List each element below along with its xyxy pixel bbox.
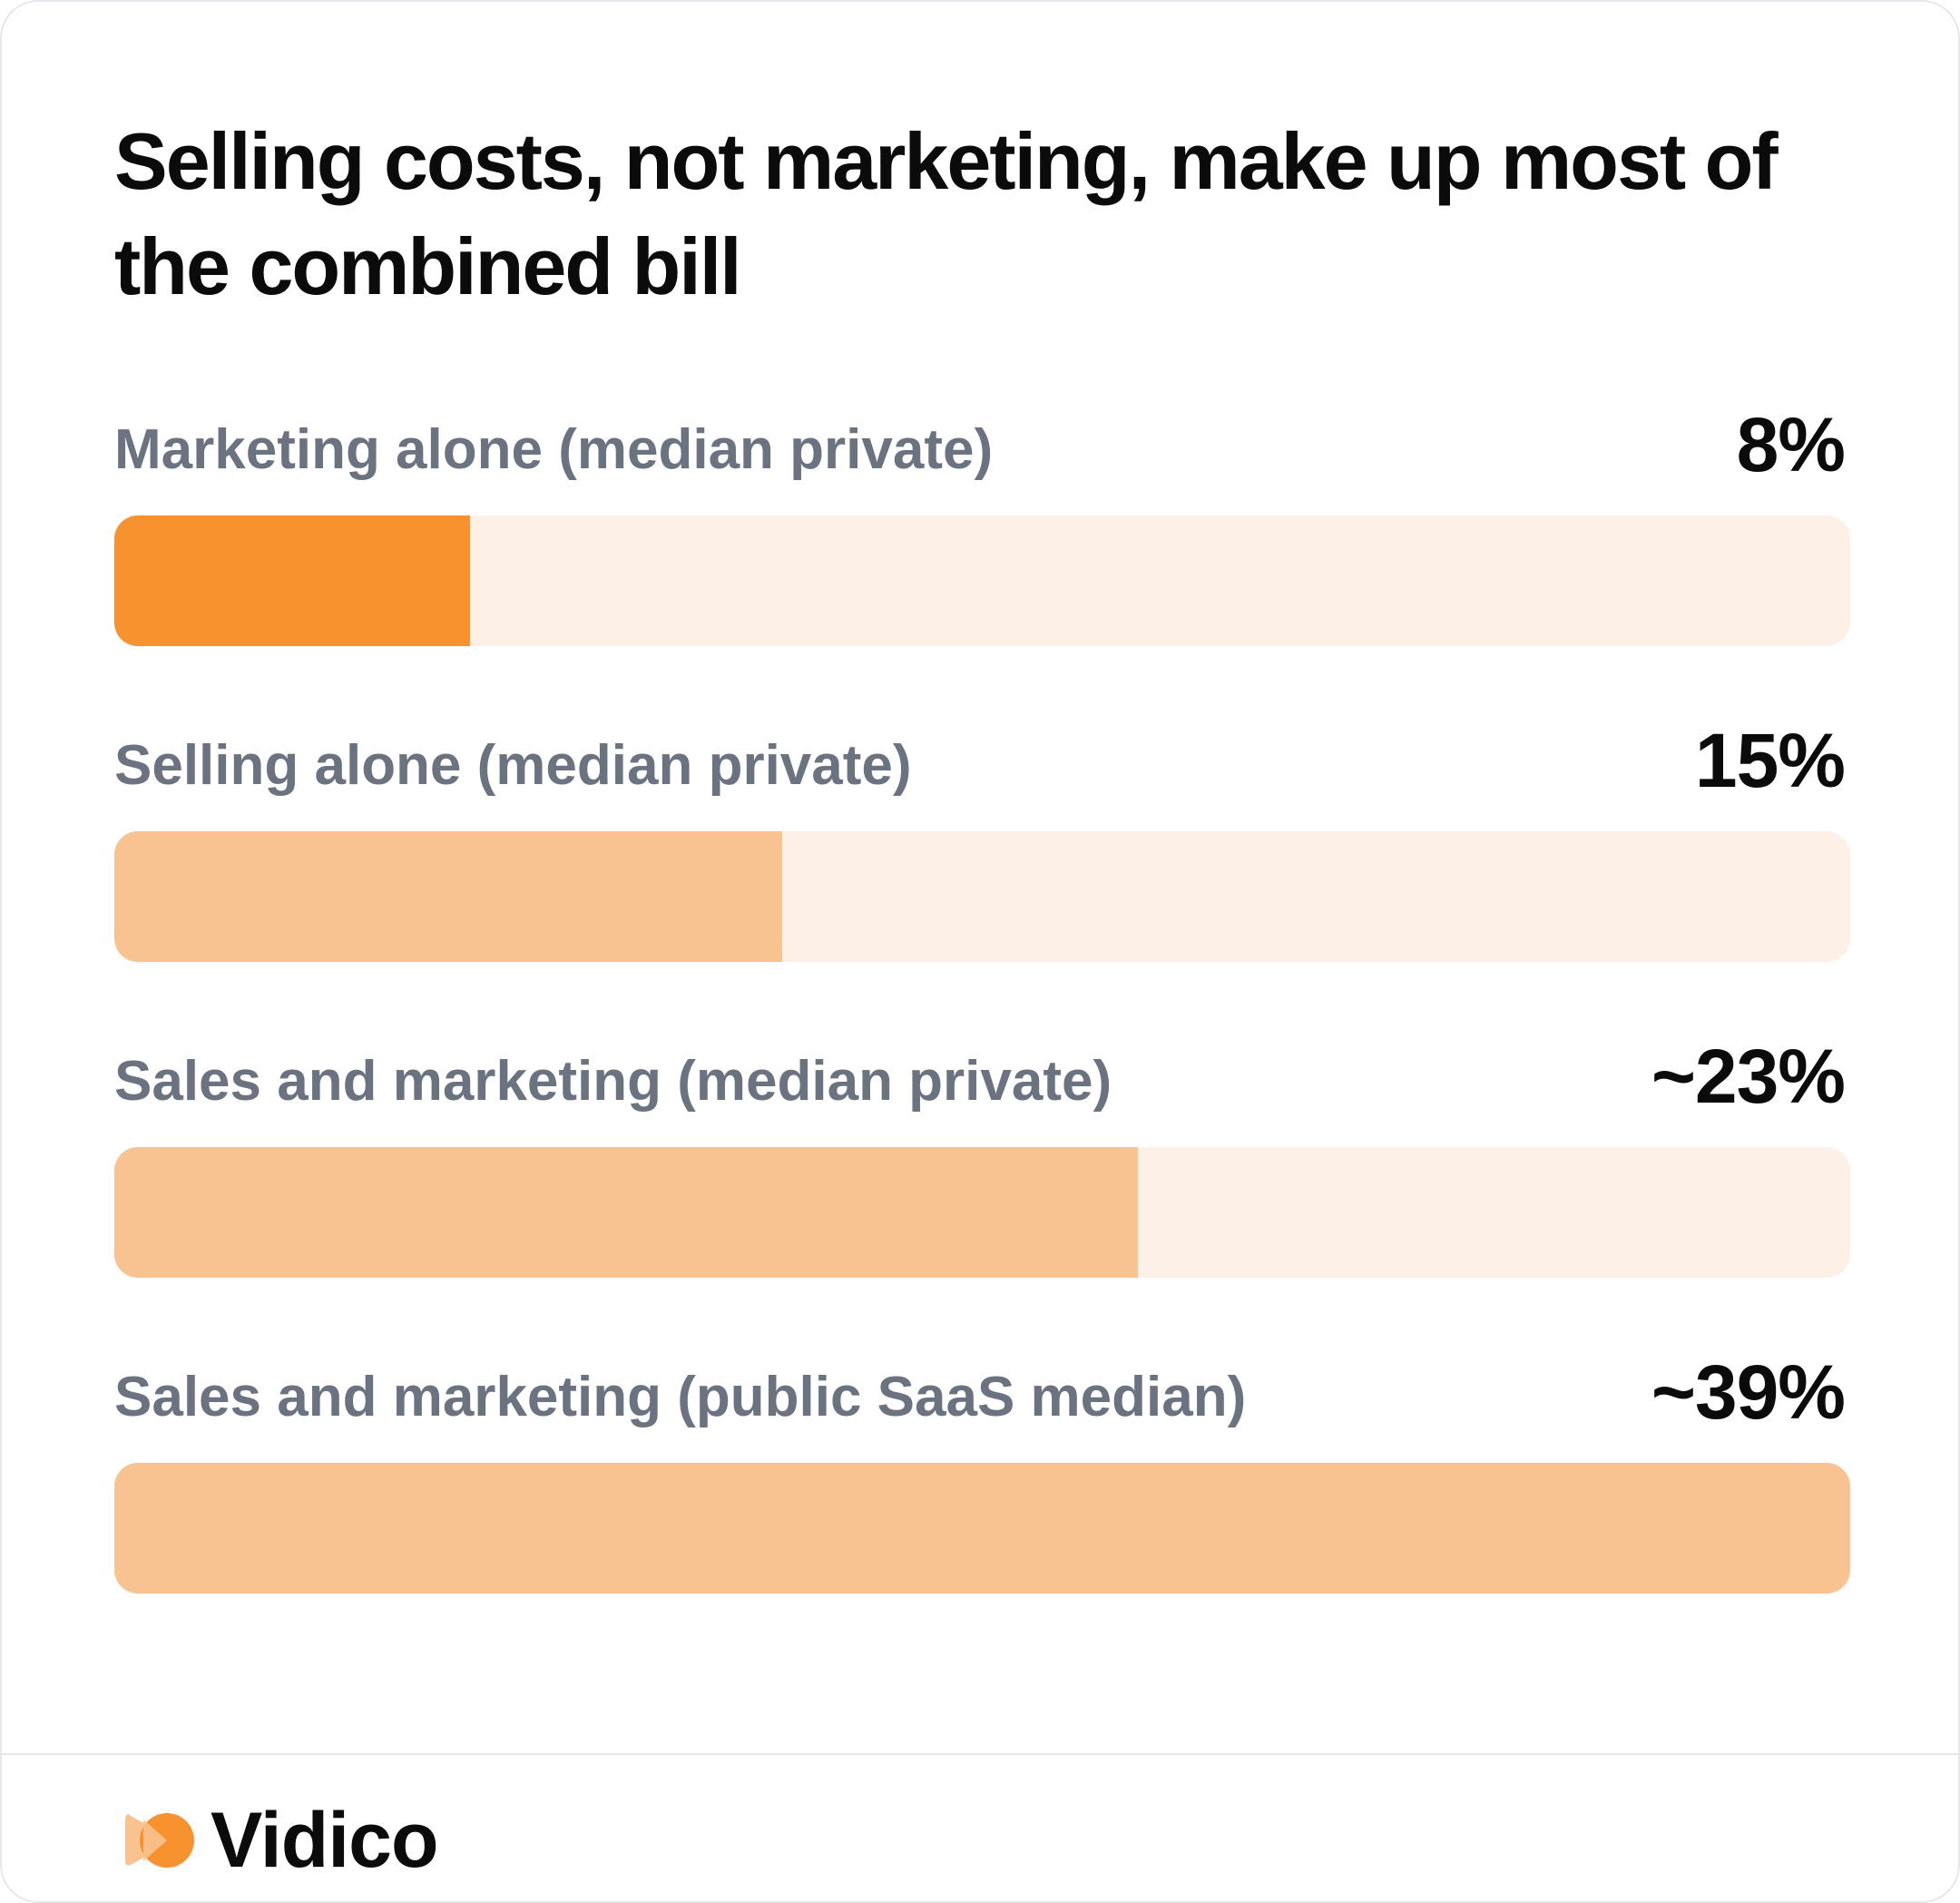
bar-value-label: ~23% — [1651, 1034, 1846, 1119]
brand-name: Vidico — [211, 1797, 438, 1884]
bar — [114, 515, 471, 646]
bar-row: Marketing alone (median private) 8% — [114, 401, 1850, 717]
bar-label: Sales and marketing (public SaaS median) — [114, 1366, 1247, 1428]
bar-chart: Marketing alone (median private) 8% Sellin… — [114, 401, 1850, 1664]
bar-track — [114, 515, 1850, 646]
bar — [114, 831, 782, 962]
bar-value-label: 8% — [1736, 402, 1846, 487]
bar-track — [114, 1463, 1850, 1594]
bar-row: Sales and marketing (public SaaS median)… — [114, 1349, 1850, 1664]
chart-title: Selling costs, not marketing, make up mo… — [114, 116, 1779, 311]
bar-row: Selling alone (median private) 15% — [114, 717, 1850, 1033]
bar-value-label: ~39% — [1651, 1349, 1846, 1435]
bar — [114, 1463, 1850, 1594]
bar-label: Marketing alone (median private) — [114, 418, 994, 481]
bar-label: Sales and marketing (median private) — [114, 1050, 1112, 1113]
brand-logo: Vidico — [123, 1795, 438, 1886]
bar-value-label: 15% — [1694, 718, 1846, 803]
bar-track — [114, 831, 1850, 962]
bar — [114, 1147, 1139, 1278]
bar-row: Sales and marketing (median private) ~23% — [114, 1033, 1850, 1349]
bar-track — [114, 1147, 1850, 1278]
bar-label: Selling alone (median private) — [114, 734, 912, 797]
footer-divider — [2, 1753, 1958, 1755]
vidico-logo-icon — [125, 1813, 194, 1868]
